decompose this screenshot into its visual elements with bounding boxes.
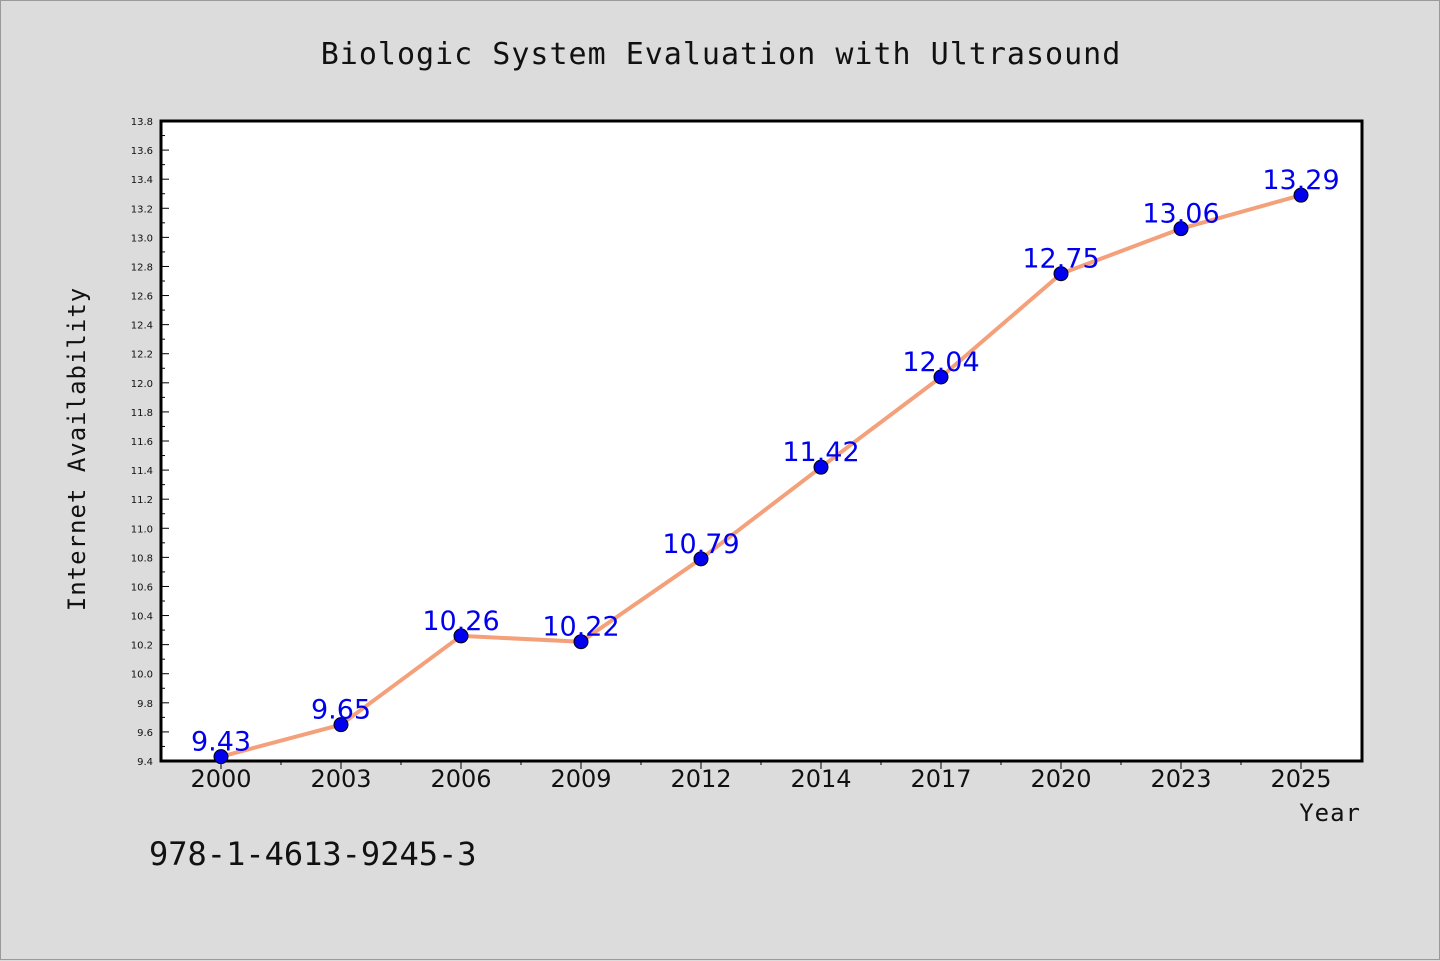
data-label: 9.65 — [311, 695, 371, 726]
y-tick-label: 11.0 — [131, 524, 153, 535]
y-tick-label: 10.2 — [131, 641, 153, 652]
y-tick-label: 12.4 — [131, 321, 153, 332]
data-label: 12.04 — [902, 347, 979, 378]
isbn-text: 978-1-4613-9245-3 — [149, 835, 477, 873]
data-point — [813, 459, 829, 475]
y-tick-label: 13.8 — [131, 117, 153, 128]
y-tick-label: 12.8 — [131, 262, 153, 273]
y-tick-label: 11.8 — [131, 408, 153, 419]
y-tick-label: 13.4 — [131, 175, 153, 186]
x-tick-label: 2017 — [910, 765, 971, 793]
data-point — [693, 551, 709, 567]
y-tick-label: 9.6 — [137, 728, 153, 739]
data-label: 10.79 — [662, 529, 739, 560]
x-tick-label: 2023 — [1150, 765, 1211, 793]
y-tick-label: 9.8 — [137, 699, 153, 710]
y-tick-label: 11.4 — [131, 466, 153, 477]
data-label: 11.42 — [782, 437, 859, 468]
x-tick-label: 2003 — [310, 765, 371, 793]
data-label: 13.06 — [1142, 199, 1219, 230]
x-tick-label: 2000 — [190, 765, 251, 793]
data-labels: 9.43 9.65 10.26 10.22 10.79 11.42 12.04 12.75 13… — [191, 165, 1340, 757]
data-label: 12.75 — [1022, 244, 1099, 275]
x-tick-label: 2025 — [1270, 765, 1331, 793]
x-tick-label: 2014 — [790, 765, 851, 793]
x-axis-label: Year — [1299, 799, 1361, 827]
plot-area — [159, 119, 1364, 763]
data-point — [1173, 221, 1189, 237]
y-tick-label: 13.0 — [131, 233, 153, 244]
chart-title: Biologic System Evaluation with Ultrasou… — [321, 37, 1122, 72]
data-point — [1053, 266, 1069, 282]
y-tick-label: 13.2 — [131, 204, 153, 215]
data-point — [933, 369, 949, 385]
y-tick-label: 12.2 — [131, 350, 153, 361]
series-line — [220, 193, 1302, 759]
y-tick-label: 12.6 — [131, 292, 153, 303]
x-axis: 2000 2003 2006 2009 2012 2014 2017 2020 2023 2025 — [190, 761, 1332, 793]
data-label: 13.29 — [1262, 165, 1339, 196]
data-point — [573, 634, 589, 650]
data-point — [213, 749, 229, 765]
series-group — [213, 187, 1309, 765]
y-axis: 9.4 9.6 9.8 10.0 10.2 10.4 10.6 10.8 11.0 11.2 11.… — [131, 117, 169, 768]
x-tick-label: 2020 — [1030, 765, 1091, 793]
y-tick-label: 10.6 — [131, 582, 153, 593]
data-point — [333, 717, 349, 733]
y-tick-label: 12.0 — [131, 379, 153, 390]
data-label: 9.43 — [191, 727, 251, 758]
y-tick-label: 11.6 — [131, 437, 153, 448]
x-tick-label: 2009 — [550, 765, 611, 793]
y-tick-label: 11.2 — [131, 495, 153, 506]
data-label: 10.22 — [542, 612, 619, 643]
y-tick-label: 10.4 — [131, 612, 153, 623]
y-tick-label: 10.0 — [131, 670, 153, 681]
y-tick-label: 13.6 — [131, 146, 153, 157]
y-tick-label: 9.4 — [137, 757, 153, 768]
data-label: 10.26 — [422, 606, 499, 637]
data-point — [453, 628, 469, 644]
x-tick-label: 2006 — [430, 765, 491, 793]
data-point — [1293, 187, 1309, 203]
x-tick-label: 2012 — [670, 765, 731, 793]
y-tick-label: 10.8 — [131, 553, 153, 564]
y-axis-label: Internet Availability — [63, 287, 91, 611]
